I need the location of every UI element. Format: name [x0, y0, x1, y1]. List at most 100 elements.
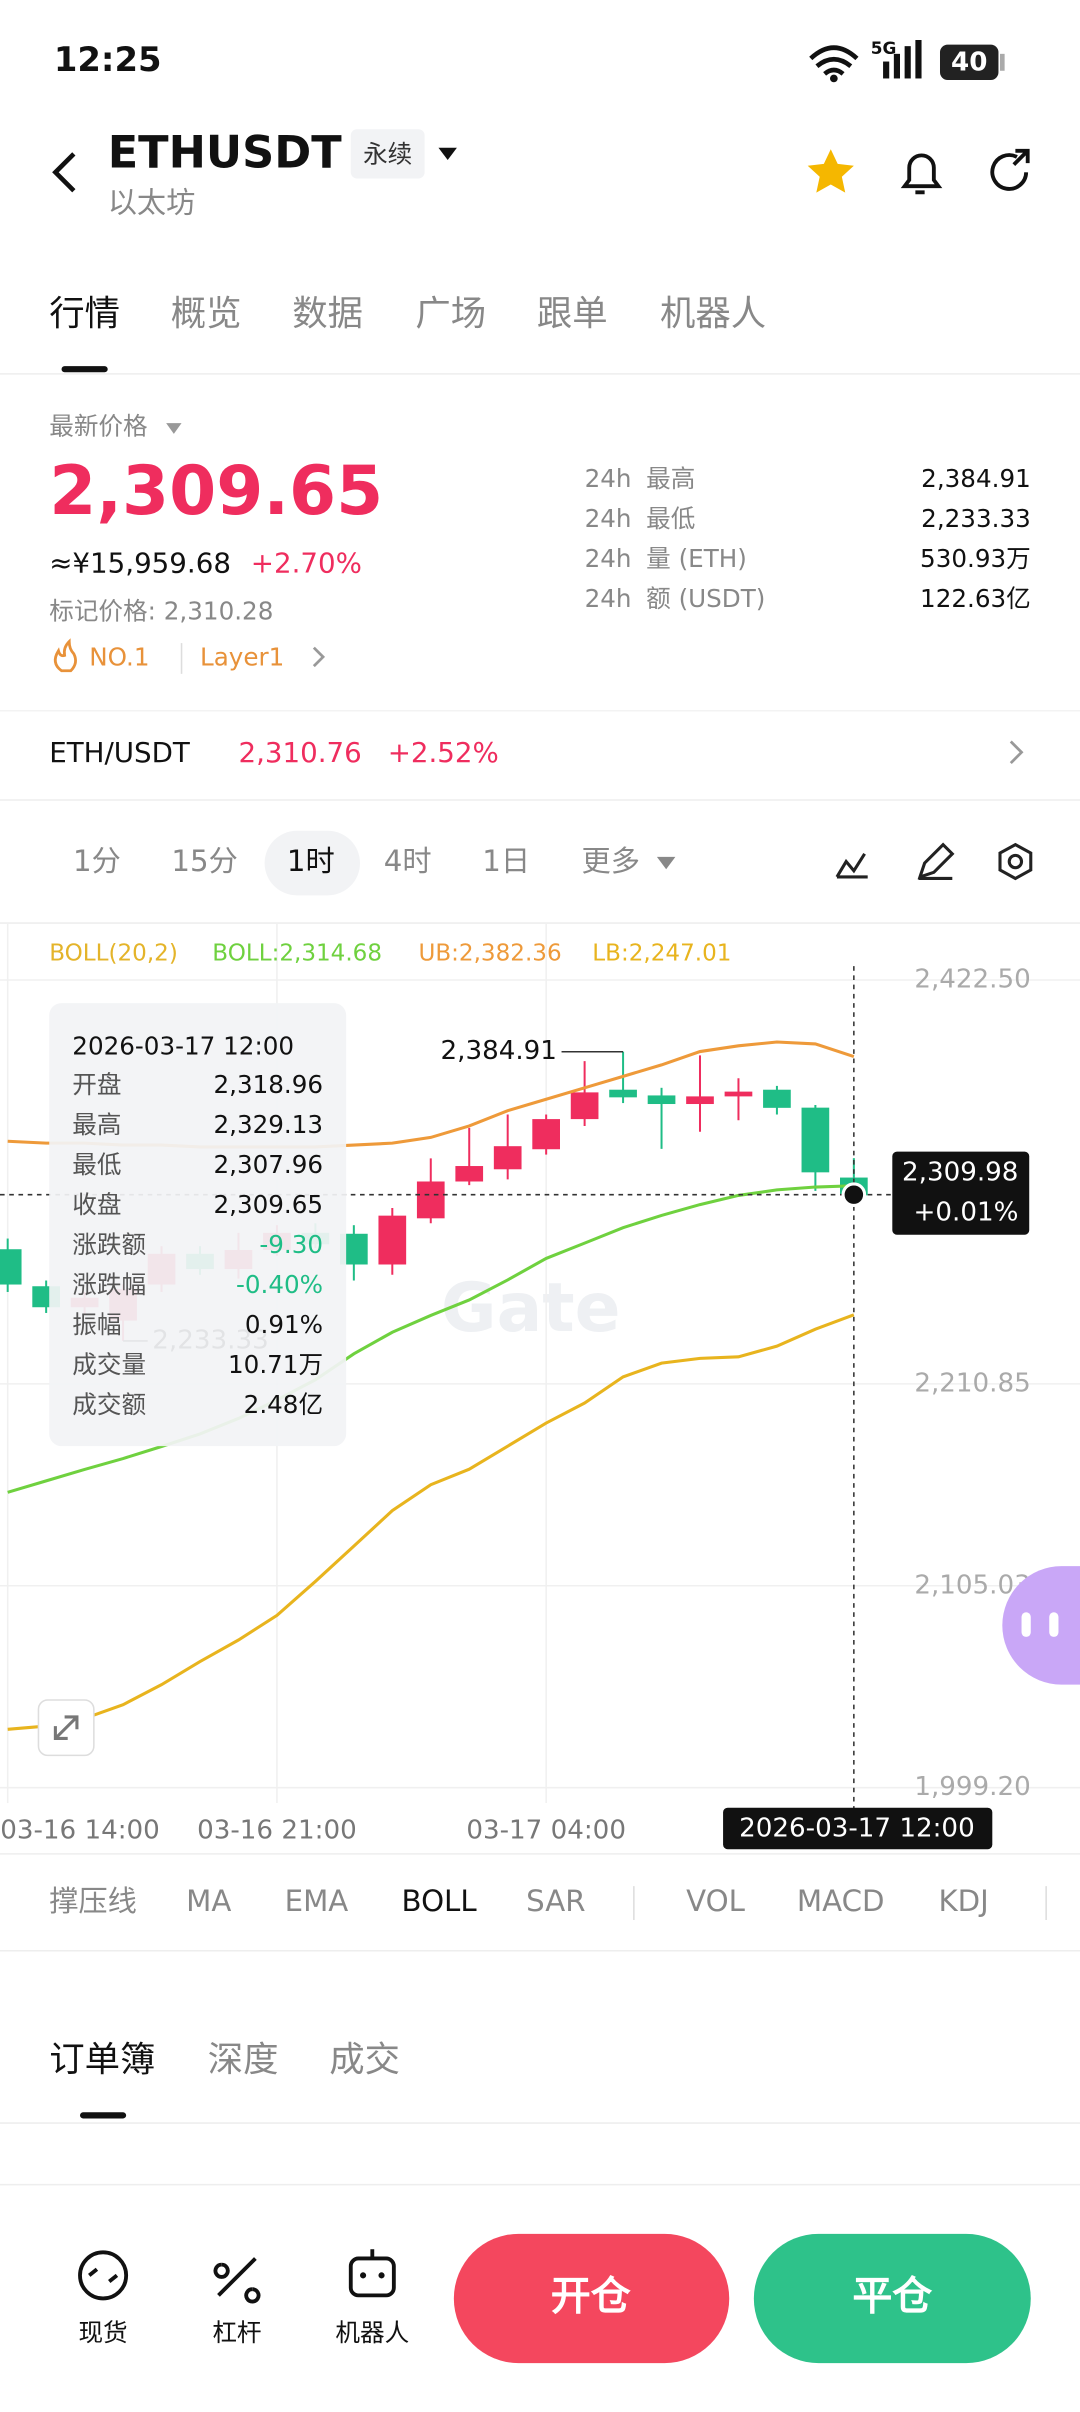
candle-body: [416, 1181, 445, 1219]
tag[interactable]: NO.1: [89, 642, 149, 671]
nav-label[interactable]: 机器人: [335, 2318, 409, 2347]
dropdown-arrow[interactable]: [166, 423, 182, 434]
fullscreen-icon: [53, 1715, 79, 1740]
share-icon[interactable]: [990, 148, 1030, 191]
indicator-icon[interactable]: [835, 853, 868, 879]
tooltip-value: 2,307.96: [213, 1150, 323, 1179]
indicator-tab[interactable]: 撑压线: [49, 1884, 137, 1918]
asset-name: 以太坊: [108, 186, 196, 220]
chevron[interactable]: [312, 646, 326, 668]
interval[interactable]: 15分: [171, 844, 237, 878]
book-tab[interactable]: 成交: [329, 2040, 400, 2081]
indicator-tab[interactable]: EMA: [285, 1884, 349, 1918]
boll-line: [7, 1184, 854, 1494]
tab[interactable]: 行情: [49, 293, 120, 334]
tooltip-label: 成交量: [72, 1350, 146, 1379]
candle-body: [724, 1091, 753, 1097]
dropdown-arrow[interactable]: [438, 147, 457, 160]
price-label: 最新价格: [49, 412, 148, 441]
cny-price: ≈¥15,959.68: [49, 547, 231, 580]
favorite-icon[interactable]: [807, 149, 854, 193]
tooltip-value: -0.40%: [236, 1270, 323, 1299]
tag[interactable]: Layer1: [200, 642, 284, 671]
interval[interactable]: 1时: [287, 844, 335, 878]
back-button[interactable]: [52, 152, 76, 193]
symbol: ETHUSDT: [108, 126, 343, 178]
tooltip-label: 涨跌幅: [72, 1270, 146, 1299]
candle-body: [570, 1092, 599, 1120]
tab[interactable]: 广场: [415, 293, 486, 334]
spot-pair[interactable]: ETH/USDT: [49, 736, 190, 769]
stat-value: 2,233.33: [921, 504, 1031, 533]
interval-selected: [264, 830, 360, 896]
crosshair-price-box: [892, 1151, 1030, 1235]
spot-icon[interactable]: [78, 2250, 129, 2301]
last-price: 2,309.65: [49, 451, 383, 530]
tab[interactable]: 数据: [292, 293, 363, 334]
assistant-eye: [1021, 1612, 1031, 1637]
bot-eye: [360, 2272, 367, 2279]
alert-icon[interactable]: [900, 153, 943, 195]
bot-eye: [378, 2272, 385, 2279]
close-button[interactable]: [753, 2233, 1031, 2364]
status-icons: [809, 40, 1005, 83]
crosshair-dot: [841, 1182, 867, 1208]
stat-period: 24h: [585, 464, 632, 493]
max-label: 2,384.91: [441, 1036, 557, 1066]
candle-body: [609, 1089, 637, 1098]
stat-value: 530.93万: [920, 544, 1031, 573]
bot-icon[interactable]: [348, 2256, 396, 2298]
tooltip-label: 振幅: [72, 1310, 121, 1339]
nav-label[interactable]: 杠杆: [212, 2318, 261, 2347]
tooltip-value: 2.48亿: [244, 1390, 323, 1419]
interval[interactable]: 1分: [73, 844, 121, 878]
open-button[interactable]: [453, 2233, 730, 2364]
assistant-bubble[interactable]: [1002, 1566, 1080, 1685]
tooltip-value: 2,309.65: [213, 1190, 323, 1219]
margin-icon[interactable]: [213, 2257, 261, 2304]
tab[interactable]: 概览: [171, 293, 242, 334]
tooltip-label: 最高: [72, 1110, 121, 1139]
hot-icon: [53, 638, 77, 673]
spot-price: 2,310.76: [238, 736, 361, 769]
candle-body: [647, 1095, 676, 1105]
chevron[interactable]: [1009, 740, 1024, 765]
tab[interactable]: 跟单: [537, 293, 608, 334]
status-network: 5G: [871, 38, 897, 58]
crosshair-price: 2,309.98: [902, 1158, 1018, 1188]
indicator-tab[interactable]: KDJ: [938, 1884, 988, 1918]
nav-label[interactable]: 现货: [78, 2318, 127, 2347]
indicator-tab[interactable]: VOL: [686, 1884, 745, 1918]
tooltip-label: 开盘: [72, 1070, 121, 1099]
close-label[interactable]: 平仓: [852, 2273, 932, 2319]
settings-icon[interactable]: [998, 842, 1033, 881]
tab-indicator: [61, 366, 108, 373]
x-tick-label: 03-16 14:00: [0, 1815, 160, 1845]
open-label[interactable]: 开仓: [551, 2273, 631, 2319]
watermark: Gate: [441, 1268, 621, 1347]
interval[interactable]: 1日: [482, 844, 530, 878]
contract-badge: [350, 129, 425, 179]
dropdown-arrow[interactable]: [656, 856, 676, 870]
tooltip-label: 涨跌额: [72, 1230, 146, 1259]
tooltip-label: 收盘: [72, 1190, 121, 1219]
stat-label: 额 (USDT): [646, 584, 765, 613]
tab[interactable]: 机器人: [660, 293, 766, 334]
x-tick-label: 03-16 21:00: [197, 1815, 357, 1845]
book-tab[interactable]: 订单簿: [49, 2040, 155, 2081]
indicator-tab[interactable]: SAR: [526, 1884, 585, 1918]
legend-entry: BOLL:2,314.68: [212, 940, 382, 966]
tooltip-value: 2,318.96: [213, 1070, 323, 1099]
interval[interactable]: 更多: [582, 844, 640, 878]
candle-body: [801, 1107, 830, 1173]
indicator-tab[interactable]: BOLL: [402, 1884, 478, 1918]
draw-icon[interactable]: [917, 842, 955, 880]
candle-body: [455, 1166, 484, 1182]
indicator-tab[interactable]: MA: [186, 1884, 231, 1918]
interval[interactable]: 4时: [384, 844, 432, 878]
indicator-tab[interactable]: MACD: [797, 1884, 885, 1918]
stat-period: 24h: [585, 544, 632, 573]
tab-indicator: [80, 2112, 127, 2119]
book-tab[interactable]: 深度: [208, 2040, 279, 2081]
